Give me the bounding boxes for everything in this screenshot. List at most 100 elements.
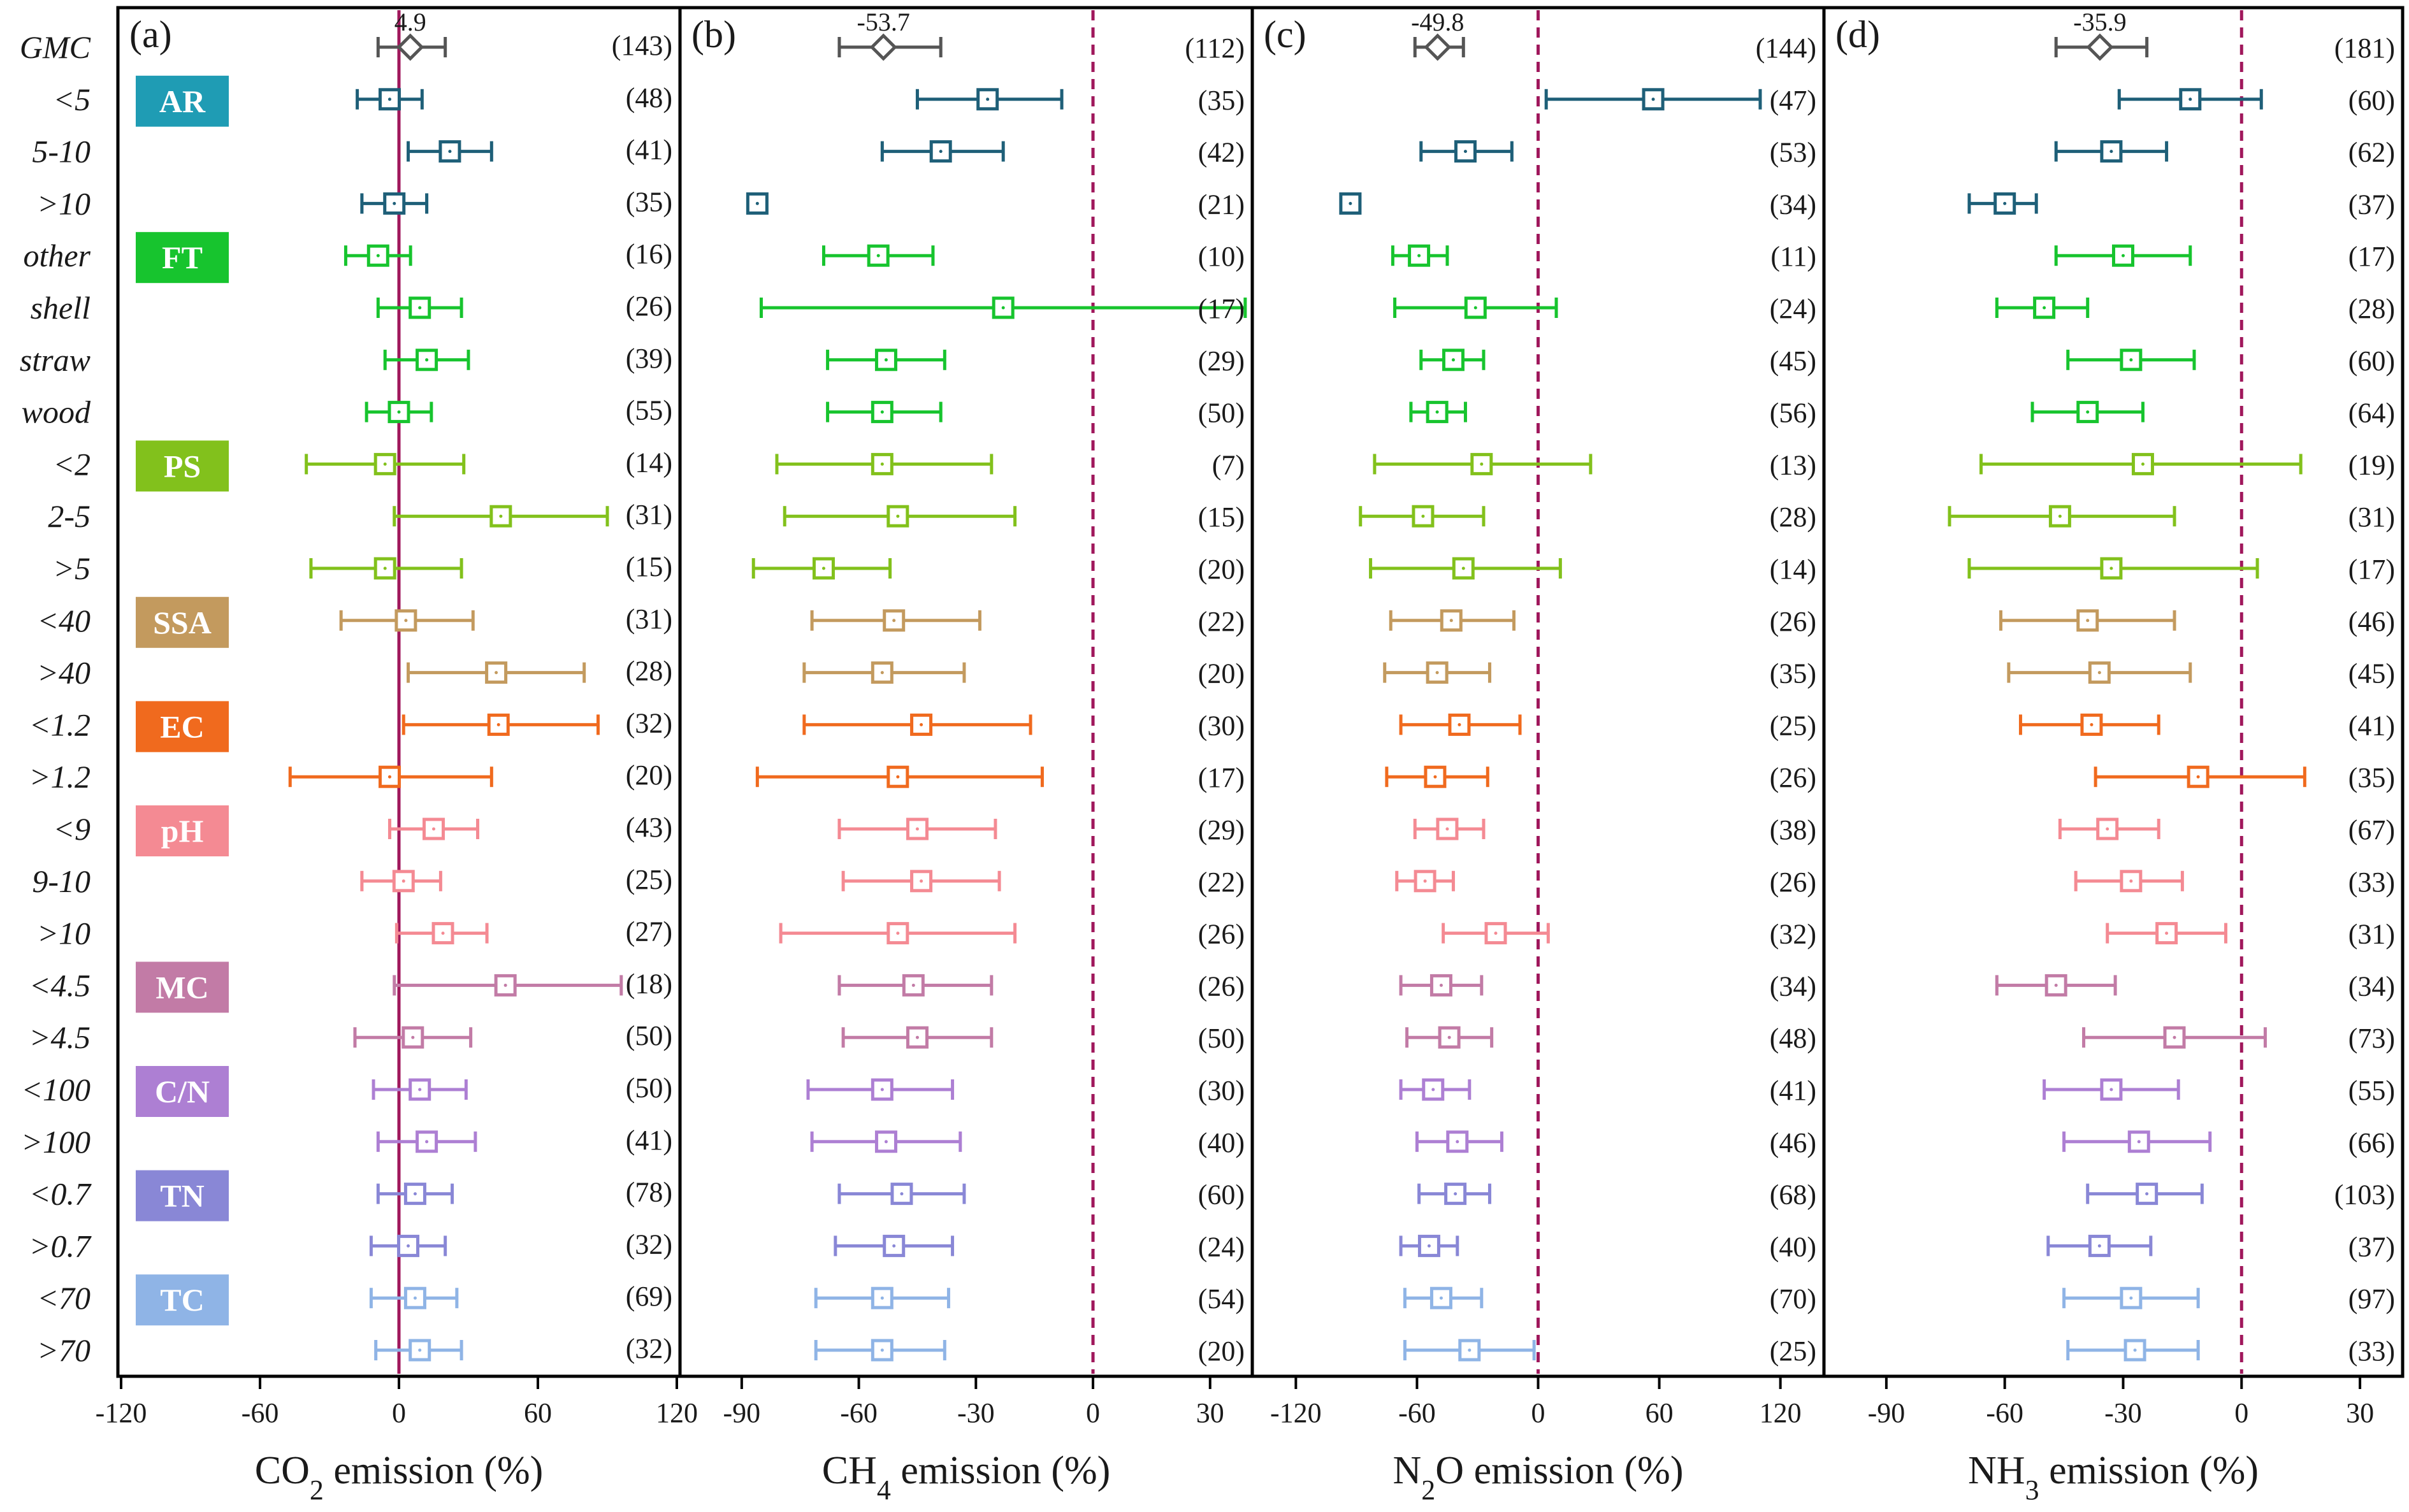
x-tick-label: 30 bbox=[2346, 1397, 2374, 1429]
sample-count: (20) bbox=[1198, 658, 1245, 689]
mean-marker-square bbox=[423, 817, 445, 840]
mean-marker-square bbox=[890, 1183, 913, 1206]
row-label: >5 bbox=[53, 551, 90, 586]
sample-count: (35) bbox=[1770, 658, 1816, 689]
mean-marker-center bbox=[1435, 410, 1439, 414]
sample-count: (30) bbox=[1198, 710, 1245, 741]
mean-marker-center bbox=[900, 1192, 904, 1196]
mean-marker-center bbox=[413, 1192, 417, 1196]
mean-marker-square bbox=[1484, 922, 1507, 945]
mean-marker-center bbox=[2188, 97, 2192, 101]
sample-count: (32) bbox=[626, 1333, 672, 1364]
x-tick-label: 120 bbox=[656, 1397, 698, 1429]
mean-marker-center bbox=[2129, 879, 2133, 883]
mean-marker-center bbox=[495, 671, 498, 675]
x-tick-label: 120 bbox=[1760, 1397, 1802, 1429]
mean-marker-center bbox=[393, 201, 396, 205]
mean-marker-center bbox=[920, 879, 923, 883]
mean-marker-square bbox=[2048, 505, 2071, 528]
group-badge-label: TC bbox=[160, 1282, 204, 1318]
mean-marker-center bbox=[1421, 514, 1425, 518]
sample-count: (32) bbox=[626, 1228, 672, 1260]
mean-marker-center bbox=[1454, 1192, 1458, 1196]
mean-marker-center bbox=[915, 827, 919, 831]
mean-marker-center bbox=[1427, 1244, 1431, 1248]
x-tick-label: -90 bbox=[1868, 1397, 1906, 1429]
mean-marker-center bbox=[2058, 514, 2062, 518]
mean-marker-square bbox=[2136, 1183, 2159, 1206]
sample-count: (21) bbox=[1198, 189, 1245, 220]
sample-count: (55) bbox=[2348, 1075, 2395, 1106]
sample-count: (69) bbox=[626, 1281, 672, 1312]
mean-marker-center bbox=[2137, 1140, 2141, 1144]
sample-count: (14) bbox=[1770, 554, 1816, 585]
sample-count: (31) bbox=[626, 603, 672, 635]
sample-count: (33) bbox=[2348, 867, 2395, 898]
sample-count: (11) bbox=[1770, 241, 1816, 272]
sample-count: (26) bbox=[626, 291, 672, 322]
group-badge bbox=[136, 596, 229, 648]
mean-marker-center bbox=[418, 1088, 422, 1091]
mean-marker-center bbox=[2097, 1244, 2101, 1248]
sample-count: (28) bbox=[1770, 501, 1816, 533]
sample-count: (26) bbox=[1198, 970, 1245, 1002]
sample-count: (24) bbox=[1770, 293, 1816, 324]
sample-count: (37) bbox=[2348, 1231, 2395, 1262]
sample-count: (181) bbox=[2334, 32, 2395, 64]
mean-marker-center bbox=[383, 462, 387, 466]
mean-marker-center bbox=[407, 1244, 410, 1248]
sample-count: (18) bbox=[626, 968, 672, 999]
sample-count: (60) bbox=[2348, 85, 2395, 116]
x-axis-label: N2O emission (%) bbox=[1393, 1449, 1684, 1506]
sample-count: (40) bbox=[1198, 1127, 1245, 1158]
mean-marker-center bbox=[1494, 932, 1498, 935]
row-label: straw bbox=[20, 342, 90, 378]
group-badge-label: MC bbox=[156, 969, 208, 1005]
mean-marker-center bbox=[1461, 566, 1465, 570]
mean-marker-center bbox=[418, 1348, 422, 1352]
row-label: <40 bbox=[37, 603, 90, 638]
mean-marker-center bbox=[2141, 462, 2145, 466]
sample-count: (41) bbox=[1770, 1075, 1816, 1106]
sample-count: (144) bbox=[1756, 32, 1816, 64]
sample-count: (38) bbox=[1770, 814, 1816, 846]
mean-marker-center bbox=[1463, 150, 1467, 154]
sample-count: (42) bbox=[1198, 137, 1245, 168]
row-label: >4.5 bbox=[29, 1019, 90, 1055]
panel-label: (b) bbox=[691, 13, 736, 55]
mean-marker-center bbox=[896, 514, 900, 518]
sample-count: (70) bbox=[1770, 1283, 1816, 1314]
mean-marker-center bbox=[911, 983, 915, 987]
mean-marker-center bbox=[397, 410, 401, 414]
mean-marker-center bbox=[880, 1296, 884, 1300]
mean-marker-center bbox=[425, 358, 429, 362]
sample-count: (7) bbox=[1212, 449, 1245, 480]
sample-count: (55) bbox=[626, 395, 672, 426]
x-tick-label: 60 bbox=[1646, 1397, 1674, 1429]
mean-marker-center bbox=[387, 775, 391, 779]
row-label: <70 bbox=[37, 1280, 90, 1316]
sample-count: (17) bbox=[2348, 554, 2395, 585]
mean-marker-center bbox=[880, 1088, 884, 1091]
row-label: 2-5 bbox=[48, 498, 90, 534]
row-label: <9 bbox=[53, 811, 90, 847]
row-label: >100 bbox=[21, 1124, 90, 1160]
mean-marker-square bbox=[906, 817, 929, 840]
mean-marker-center bbox=[880, 410, 884, 414]
mean-marker-square bbox=[1339, 192, 1362, 215]
mean-marker-center bbox=[1349, 201, 1352, 205]
group-badge-label: EC bbox=[160, 709, 204, 744]
sample-count: (50) bbox=[626, 1072, 672, 1104]
sample-count: (20) bbox=[1198, 554, 1245, 585]
mean-marker-center bbox=[896, 932, 900, 935]
sample-count: (29) bbox=[1198, 814, 1245, 846]
mean-marker-center bbox=[1473, 306, 1477, 310]
mean-marker-center bbox=[1651, 97, 1655, 101]
mean-marker-center bbox=[880, 671, 884, 675]
group-badge bbox=[136, 75, 229, 127]
sample-count: (41) bbox=[2348, 710, 2395, 741]
mean-marker-center bbox=[496, 723, 500, 726]
sample-count: (37) bbox=[2348, 189, 2395, 220]
mean-marker-center bbox=[425, 1140, 429, 1144]
group-badge bbox=[136, 701, 229, 752]
